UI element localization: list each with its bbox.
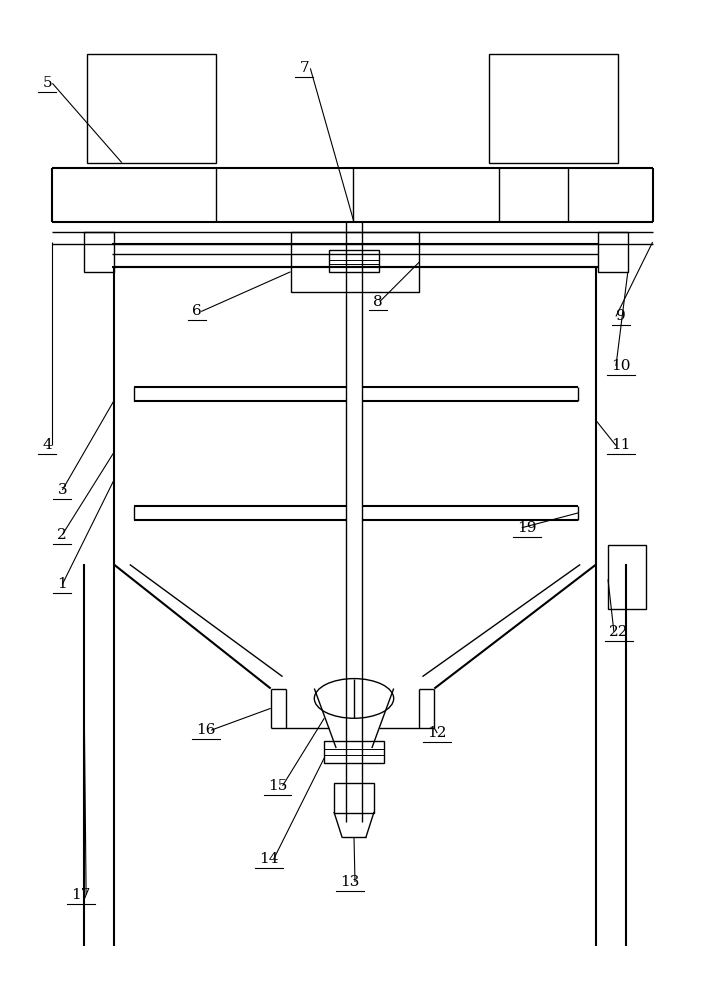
Bar (598, 232, 628, 272)
Text: 19: 19 (517, 521, 537, 535)
Text: 11: 11 (611, 438, 631, 452)
Bar (608, 545, 646, 609)
Text: 1: 1 (57, 577, 67, 591)
Text: 17: 17 (72, 888, 91, 902)
Ellipse shape (314, 679, 394, 718)
Text: 5: 5 (42, 76, 52, 90)
Bar (334, 783, 374, 813)
Bar (84, 232, 114, 272)
Text: 13: 13 (341, 875, 360, 889)
Bar (87, 54, 216, 163)
Text: 4: 4 (42, 438, 52, 452)
Bar (290, 232, 419, 292)
Text: 6: 6 (193, 304, 202, 318)
Text: 8: 8 (373, 295, 382, 309)
Text: 9: 9 (616, 309, 626, 323)
Text: 2: 2 (57, 528, 67, 542)
Text: 14: 14 (259, 852, 278, 866)
Text: 3: 3 (57, 483, 67, 497)
Text: 7: 7 (299, 61, 309, 75)
Bar (489, 54, 618, 163)
Text: 16: 16 (196, 723, 216, 737)
Text: 12: 12 (428, 726, 447, 740)
Text: 10: 10 (611, 359, 631, 373)
Text: 15: 15 (268, 779, 287, 793)
Bar (329, 250, 379, 272)
Bar (324, 741, 384, 763)
Text: 22: 22 (609, 625, 629, 639)
